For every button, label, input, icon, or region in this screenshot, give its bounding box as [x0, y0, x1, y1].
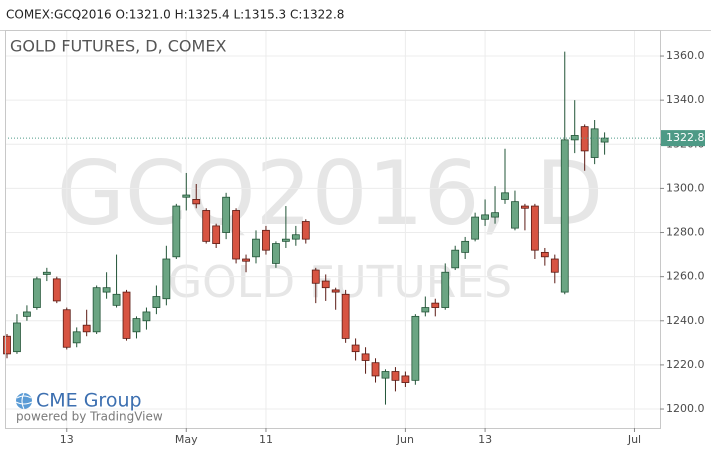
candle-body — [222, 196, 231, 233]
y-tick-label: 1300.0 — [666, 181, 705, 194]
x-tick-label: 11 — [259, 433, 273, 446]
x-tick-label: 13 — [478, 433, 492, 446]
candle-body — [92, 287, 101, 333]
candle-body — [321, 280, 330, 289]
candle-body — [511, 201, 519, 229]
x-tick-label: 13 — [60, 433, 74, 446]
candle-body — [481, 214, 489, 220]
candle-body — [122, 291, 131, 339]
candle-body — [341, 293, 350, 339]
candle-body — [172, 205, 181, 258]
last-price-label: 1322.8 — [666, 131, 705, 144]
candle-body — [42, 271, 51, 275]
y-tick-label: 1280.0 — [666, 226, 705, 239]
candle-body — [401, 375, 410, 383]
watermark-name: GOLD FUTURES — [168, 257, 512, 308]
candle-body — [232, 210, 240, 260]
plot-border — [5, 30, 661, 429]
candle-body — [212, 225, 221, 244]
candle-body — [32, 278, 41, 308]
candle-body — [411, 315, 420, 381]
candle-body — [550, 258, 559, 273]
candle-body — [311, 269, 320, 284]
logo-globe-lines — [15, 392, 33, 410]
logo-globe — [16, 393, 32, 409]
candle-body — [152, 296, 161, 308]
candle-body — [361, 353, 370, 361]
candle-body — [23, 311, 31, 317]
logo: CME Group powered by TradingView — [15, 390, 163, 424]
candle-body — [202, 210, 211, 242]
watermark: GCQ2016, D GOLD FUTURES — [57, 142, 604, 308]
y-tick-label: 1260.0 — [666, 270, 705, 283]
candle-body — [351, 344, 360, 353]
candle-body — [391, 371, 400, 381]
chart-title: GOLD FUTURES, D, COMEX — [10, 37, 226, 56]
candle-body — [491, 212, 499, 218]
y-tick-label: 1200.0 — [666, 402, 705, 415]
candle-body — [580, 126, 589, 152]
x-tick-label: May — [175, 433, 198, 446]
watermark-symbol: GCQ2016, D — [57, 142, 604, 245]
y-tick-label: 1240.0 — [666, 314, 705, 327]
candle-body — [142, 311, 151, 322]
candle-body — [461, 240, 470, 253]
candle-body — [301, 221, 310, 240]
x-tick-label: Jul — [627, 433, 641, 446]
candle-body — [242, 258, 250, 262]
candle-body — [521, 205, 529, 209]
candle-body — [13, 322, 21, 353]
candle-body — [112, 293, 121, 306]
candle-body — [501, 192, 509, 200]
candle-body — [540, 251, 549, 258]
candle-body — [102, 287, 111, 293]
candle-body — [471, 216, 480, 240]
candle-body — [441, 271, 450, 308]
candle-body — [291, 234, 300, 240]
candle-body — [162, 258, 171, 300]
candle-body — [82, 324, 91, 333]
logo-brand[interactable]: CME Group — [36, 390, 142, 412]
candle-body — [530, 205, 539, 251]
candle-body — [381, 371, 390, 379]
candle-body — [431, 302, 440, 308]
x-tick-label: Jun — [396, 433, 414, 446]
candle-body — [262, 229, 270, 251]
candle-body — [281, 238, 290, 242]
candle-body — [52, 278, 61, 302]
y-tick-label: 1220.0 — [666, 358, 705, 371]
candle-body — [272, 243, 280, 264]
candle-body — [182, 194, 191, 198]
candle-body — [421, 307, 430, 313]
candle-body — [600, 137, 609, 143]
candle-body — [192, 199, 201, 205]
last-price-box — [661, 130, 705, 147]
candle-body — [451, 249, 460, 269]
logo-powered[interactable]: powered by TradingView — [16, 410, 163, 424]
candle-body — [331, 289, 340, 293]
candle-body — [252, 238, 260, 258]
header-symbol: COMEX:GCQ2016 O:1321.0 H:1325.4 L:1315.3… — [6, 8, 344, 22]
candle-body — [62, 309, 71, 348]
candle-body — [132, 318, 141, 333]
plot-area: GCQ2016, D GOLD FUTURES — [3, 30, 660, 428]
y-tick-label: 1360.0 — [666, 49, 705, 62]
candle-body — [3, 335, 11, 355]
y-tick-label: 1340.0 — [666, 93, 705, 106]
candle-body — [590, 128, 599, 158]
candle-body — [371, 362, 380, 377]
candle-body — [560, 139, 569, 293]
candle-body — [72, 331, 81, 344]
